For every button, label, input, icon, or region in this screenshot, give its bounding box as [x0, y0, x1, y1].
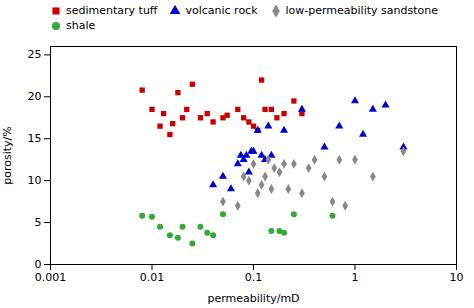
- svg-text:0.1: 0.1: [245, 271, 263, 284]
- svg-text:permeability/mD: permeability/mD: [207, 292, 299, 305]
- svg-text:20: 20: [28, 90, 42, 103]
- svg-text:0.01: 0.01: [140, 271, 165, 284]
- svg-text:1: 1: [352, 271, 359, 284]
- html-text:shale: shale: [66, 19, 96, 32]
- svg-text:5: 5: [35, 216, 42, 229]
- html-text:low-permeability sandstone: low-permeability sandstone: [285, 4, 438, 17]
- svg-text:0: 0: [35, 258, 42, 271]
- svg-text:15: 15: [28, 132, 42, 145]
- html-text:volcanic rock: volcanic rock: [185, 4, 258, 17]
- svg-text:0.001: 0.001: [35, 271, 67, 284]
- svg-text:10: 10: [28, 174, 42, 187]
- html-text:sedimentary tuff: sedimentary tuff: [66, 4, 158, 17]
- svg-text:25: 25: [28, 48, 42, 61]
- svg-text:porosity/%: porosity/%: [1, 126, 14, 185]
- svg-text:10: 10: [450, 271, 464, 284]
